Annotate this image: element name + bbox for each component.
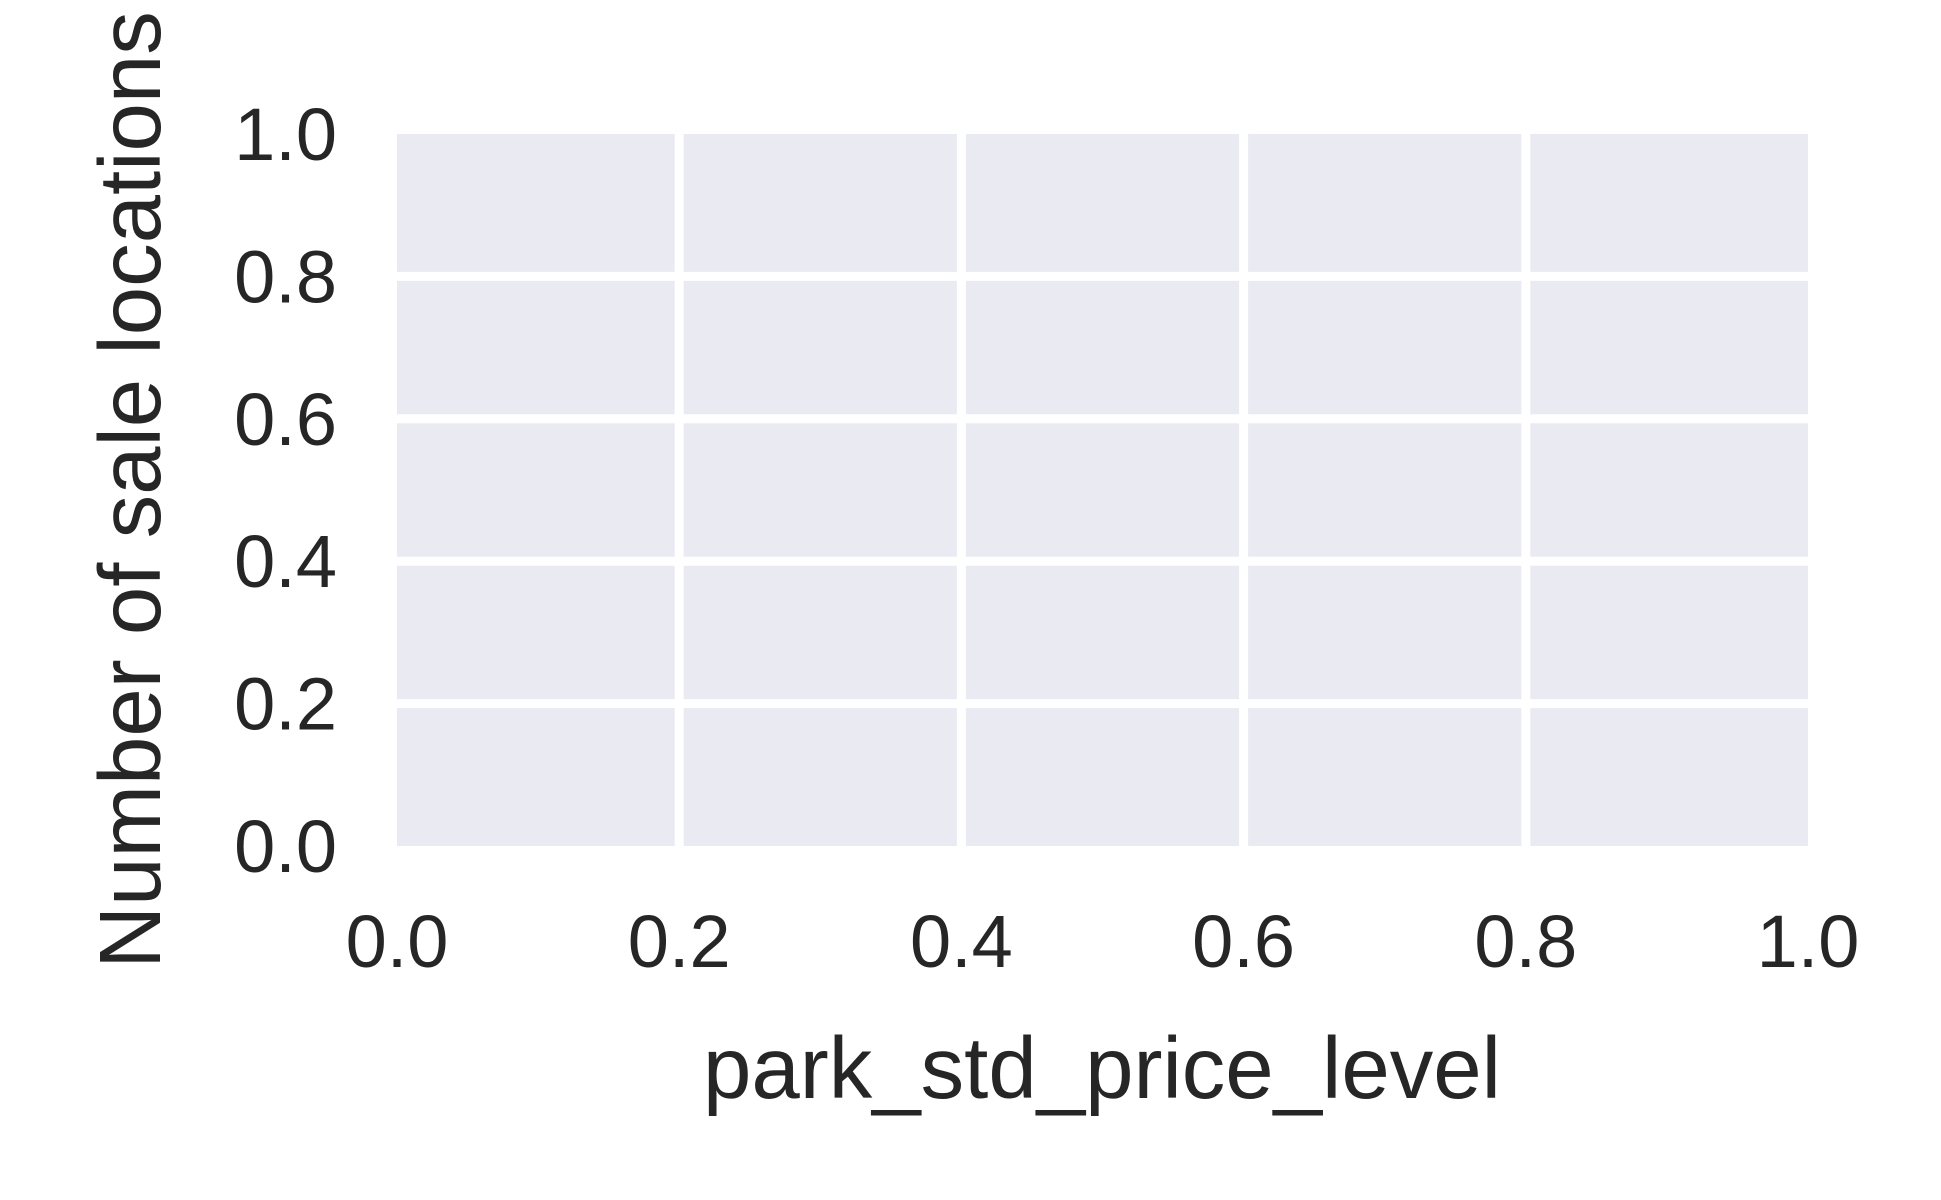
y-tick-label: 1.0 [234,93,337,176]
y-tick-label: 0.4 [234,520,337,603]
x-tick-label: 0.6 [1192,900,1295,983]
x-tick-labels: 0.0 0.2 0.4 0.6 0.8 1.0 [346,900,1860,983]
x-tick-label: 0.8 [1474,900,1577,983]
y-tick-label: 0.0 [234,805,337,888]
grid-lines [397,134,1808,846]
x-tick-label: 0.0 [346,900,449,983]
x-tick-label: 0.4 [910,900,1013,983]
plot-area [397,134,1808,846]
y-tick-label: 0.8 [234,235,337,318]
x-tick-label: 0.2 [628,900,731,983]
y-tick-label: 0.2 [234,663,337,746]
x-axis-label: park_std_price_level [703,1020,1501,1117]
y-tick-labels: 0.0 0.2 0.4 0.6 0.8 1.0 [234,93,337,888]
y-tick-label: 0.6 [234,378,337,461]
y-axis-label: Number of sale locations [82,11,179,968]
x-tick-label: 1.0 [1757,900,1860,983]
